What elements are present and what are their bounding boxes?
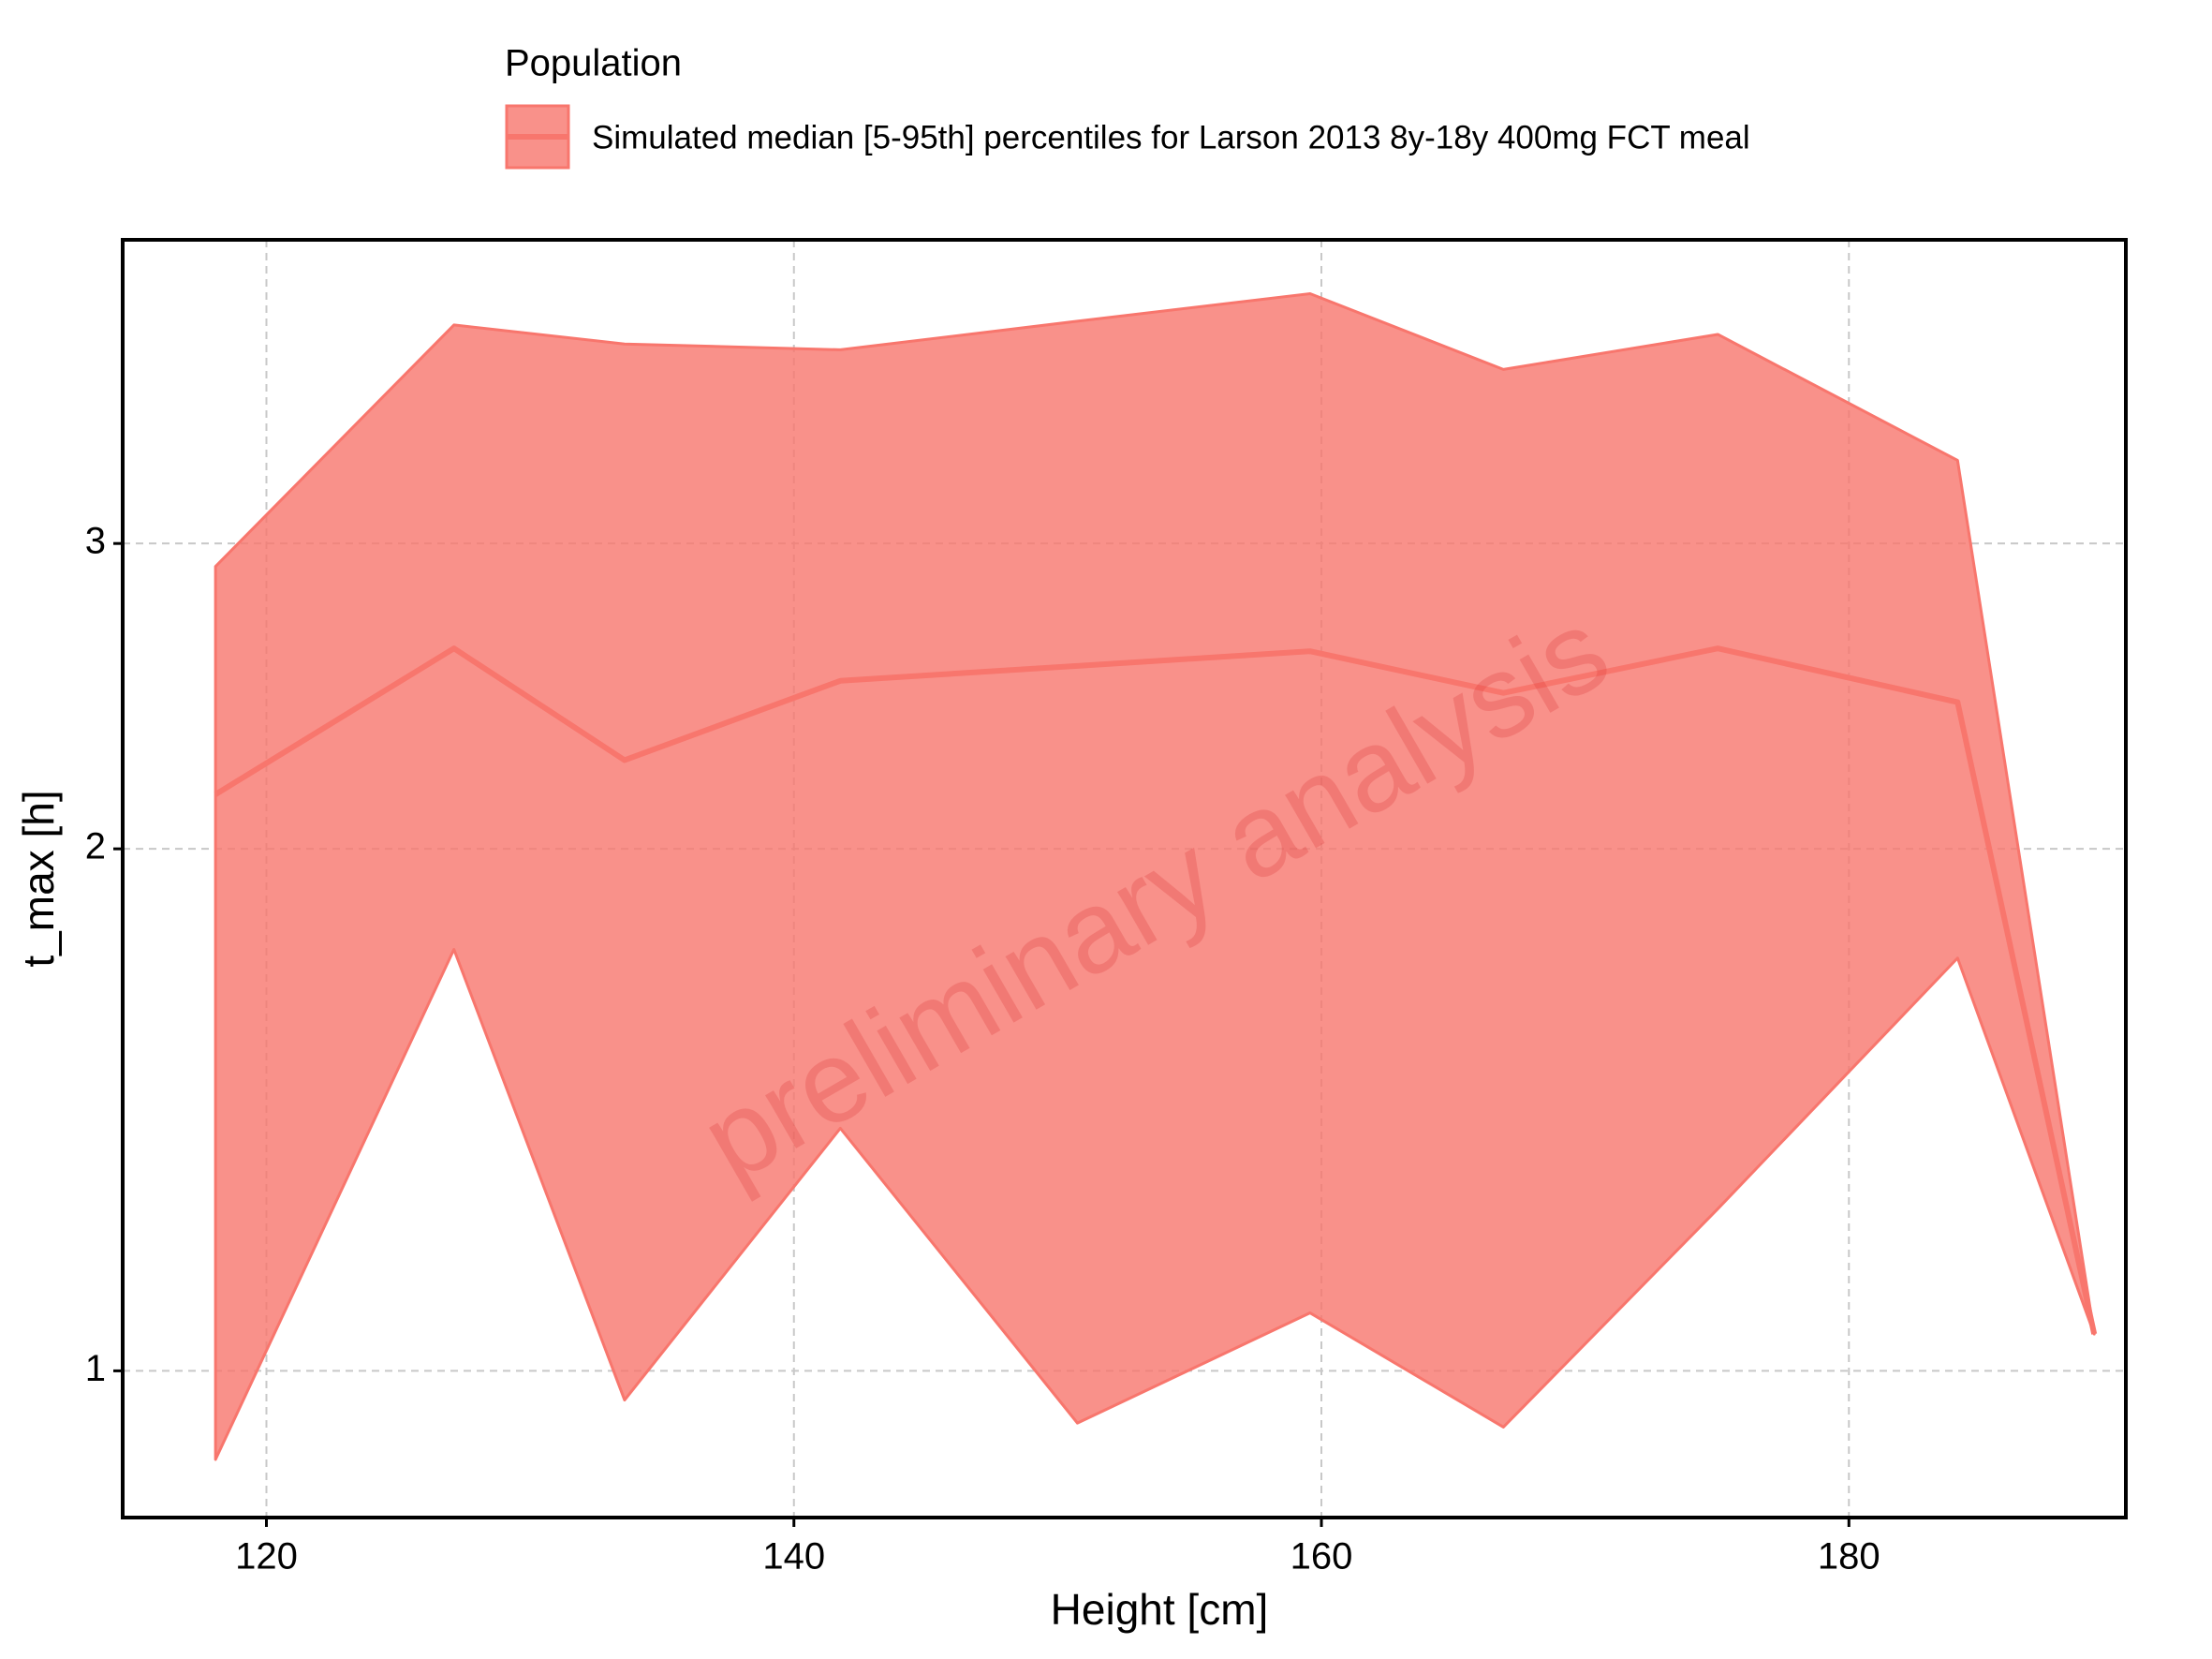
x-tick-label: 160 — [1290, 1536, 1353, 1578]
x-tick-label: 180 — [1818, 1536, 1880, 1578]
panel-border — [121, 238, 2128, 1519]
median-line — [214, 645, 2098, 1335]
band — [214, 292, 2096, 1461]
x-tick-label: 140 — [762, 1536, 825, 1578]
y-axis-title: t_max [h] — [14, 790, 63, 967]
y-tick-label: 2 — [85, 826, 106, 867]
y-tick-label: 3 — [85, 521, 106, 562]
y-tick-label: 1 — [85, 1348, 106, 1389]
x-axis-title: Height [cm] — [1051, 1585, 1269, 1634]
x-tick-label: 120 — [235, 1536, 298, 1578]
legend-title: Population — [505, 43, 682, 84]
legend-label: Simulated median [5-95th] percentiles fo… — [592, 119, 1750, 156]
